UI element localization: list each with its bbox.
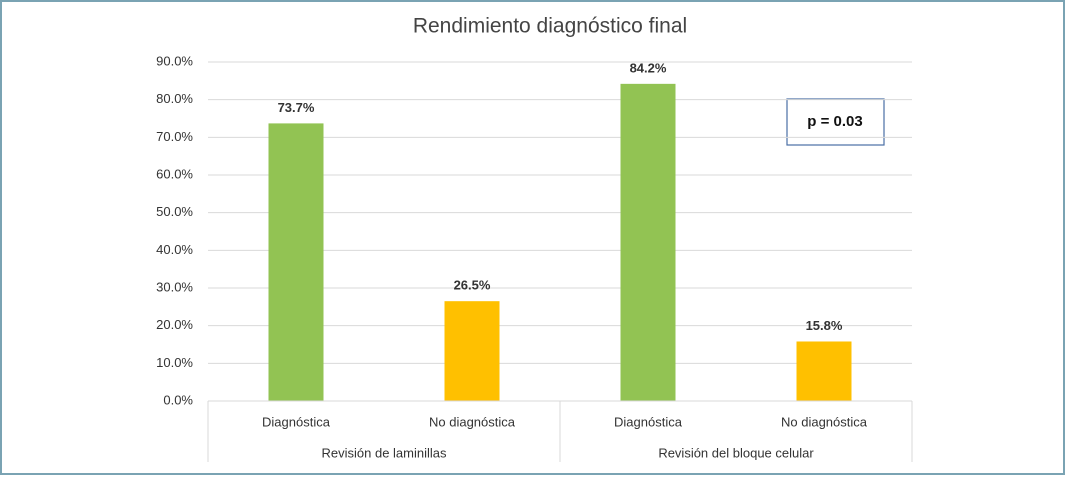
group-label: Revisión de laminillas <box>322 445 447 460</box>
y-tick-label: 30.0% <box>156 279 193 294</box>
annotation: p = 0.03 <box>807 113 862 130</box>
bar <box>268 123 324 401</box>
y-tick-label: 10.0% <box>156 355 193 370</box>
bar <box>620 83 676 401</box>
y-tick-label: 50.0% <box>156 204 193 219</box>
group-label: Revisión del bloque celular <box>658 445 814 460</box>
x-tick-label: No diagnóstica <box>781 414 868 429</box>
y-tick-label: 0.0% <box>163 392 193 407</box>
data-label: 84.2% <box>630 60 667 75</box>
y-tick-label: 80.0% <box>156 91 193 106</box>
y-tick-label: 20.0% <box>156 317 193 332</box>
x-tick-label: Diagnóstica <box>614 414 683 429</box>
y-tick-label: 90.0% <box>156 53 193 68</box>
y-tick-label: 40.0% <box>156 242 193 257</box>
data-label: 15.8% <box>806 318 843 333</box>
y-tick-label: 60.0% <box>156 166 193 181</box>
bar <box>796 341 852 401</box>
y-tick-label: 70.0% <box>156 129 193 144</box>
chart-title: Rendimiento diagnóstico final <box>413 15 687 38</box>
bar <box>444 301 500 401</box>
data-label: 73.7% <box>278 100 315 115</box>
x-tick-label: Diagnóstica <box>262 414 331 429</box>
x-tick-label: No diagnóstica <box>429 414 516 429</box>
data-label: 26.5% <box>454 278 491 293</box>
